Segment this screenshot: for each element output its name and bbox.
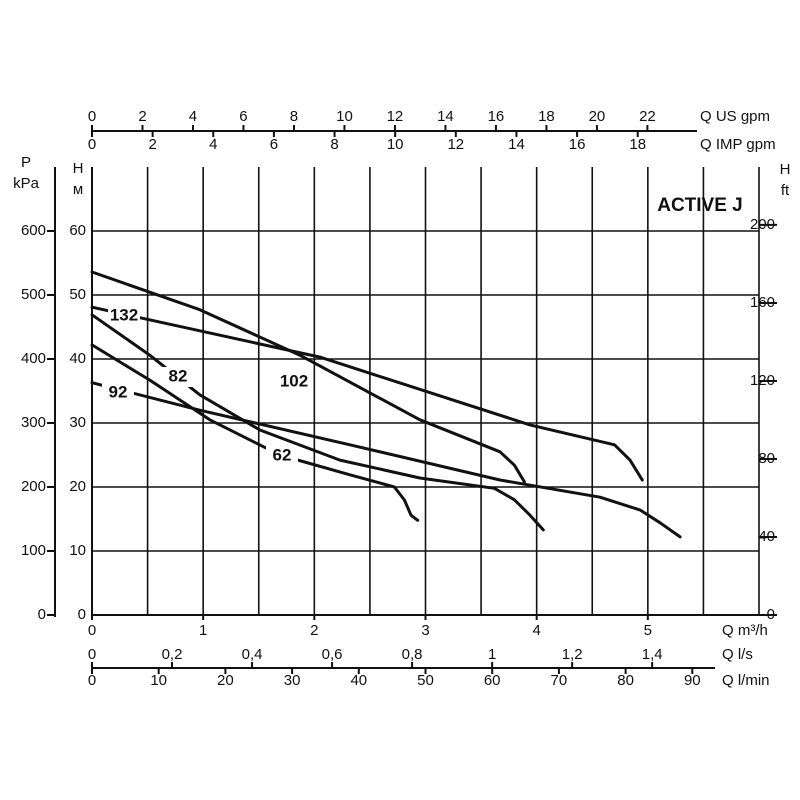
bottom-tick-label: 70 bbox=[551, 672, 568, 689]
top-tick-label: 4 bbox=[189, 108, 197, 125]
curve bbox=[90, 381, 682, 539]
curve-label-bg bbox=[108, 306, 140, 326]
top-tick-label: 12 bbox=[447, 136, 464, 153]
top-tick-label: 22 bbox=[639, 108, 656, 125]
x-axis-label: Q m³/h bbox=[722, 622, 768, 639]
bottom-tick-label: 50 bbox=[417, 672, 434, 689]
top-tick-label: 2 bbox=[138, 108, 146, 125]
y-tick-label: 10 bbox=[69, 542, 86, 559]
bottom-tick-label: 1,4 bbox=[642, 646, 663, 663]
feet-tick-label: 120 bbox=[750, 372, 775, 389]
bottom-tick-label: 0,4 bbox=[242, 646, 263, 663]
bottom-tick-label: 1 bbox=[488, 646, 496, 663]
x-tick-label: 3 bbox=[421, 622, 429, 639]
top-tick-label: 0 bbox=[88, 136, 96, 153]
bottom-tick-label: 30 bbox=[284, 672, 301, 689]
pressure-tick-label: 0 bbox=[38, 606, 46, 623]
y-tick-label: 50 bbox=[69, 286, 86, 303]
bottom-tick-label: 20 bbox=[217, 672, 234, 689]
top-tick-label: 14 bbox=[508, 136, 525, 153]
bottom-tick-label: 0 bbox=[88, 672, 96, 689]
top-tick-label: 20 bbox=[589, 108, 606, 125]
top-tick-label: 10 bbox=[387, 136, 404, 153]
pressure-axis-label: P bbox=[21, 154, 31, 171]
top-tick-label: 6 bbox=[270, 136, 278, 153]
x-tick-label: 2 bbox=[310, 622, 318, 639]
top-tick-label: 0 bbox=[88, 108, 96, 125]
bottom-tick-label: 90 bbox=[684, 672, 701, 689]
bottom-axis-label: Q l/min bbox=[722, 672, 770, 689]
x-tick-label: 4 bbox=[532, 622, 540, 639]
curve-label: 102 bbox=[280, 371, 308, 390]
feet-tick-label: 0 bbox=[767, 606, 775, 623]
feet-tick-label: 160 bbox=[750, 294, 775, 311]
bottom-axis-label: Q l/s bbox=[722, 646, 753, 663]
curve-label: 92 bbox=[109, 382, 128, 401]
curve-label-bg bbox=[278, 372, 310, 392]
x-tick-label: 5 bbox=[644, 622, 652, 639]
curve-label: 132 bbox=[110, 305, 138, 324]
top-tick-label: 16 bbox=[569, 136, 586, 153]
bottom-tick-label: 0,8 bbox=[402, 646, 423, 663]
x-tick-label: 1 bbox=[199, 622, 207, 639]
bottom-tick-label: 1,2 bbox=[562, 646, 583, 663]
top-tick-label: 10 bbox=[336, 108, 353, 125]
pressure-tick-label: 500 bbox=[21, 286, 46, 303]
top-tick-label: 12 bbox=[387, 108, 404, 125]
x-tick-label: 0 bbox=[88, 622, 96, 639]
pressure-tick-label: 200 bbox=[21, 478, 46, 495]
top-tick-label: 14 bbox=[437, 108, 454, 125]
pressure-tick-label: 400 bbox=[21, 350, 46, 367]
bottom-tick-label: 60 bbox=[484, 672, 501, 689]
y-tick-label: 0 bbox=[78, 606, 86, 623]
curve-label-bg bbox=[162, 367, 194, 387]
top-tick-label: 8 bbox=[330, 136, 338, 153]
bottom-tick-label: 0,2 bbox=[162, 646, 183, 663]
y-tick-label: 20 bbox=[69, 478, 86, 495]
pressure-tick-label: 300 bbox=[21, 414, 46, 431]
curve bbox=[90, 343, 420, 522]
top-tick-label: 16 bbox=[488, 108, 505, 125]
pressure-tick-label: 100 bbox=[21, 542, 46, 559]
bottom-tick-label: 0,6 bbox=[322, 646, 343, 663]
top-tick-label: 2 bbox=[148, 136, 156, 153]
chart-title: ACTIVE J bbox=[657, 195, 743, 216]
bottom-tick-label: 40 bbox=[350, 672, 367, 689]
top-tick-label: 4 bbox=[209, 136, 217, 153]
curve-label: 62 bbox=[273, 445, 292, 464]
y-axis-unit: м bbox=[73, 181, 83, 198]
feet-tick-label: 80 bbox=[758, 450, 775, 467]
bottom-tick-label: 10 bbox=[150, 672, 167, 689]
curve-label-bg bbox=[266, 446, 298, 466]
feet-tick-label: 200 bbox=[750, 216, 775, 233]
curve-label: 82 bbox=[169, 366, 188, 385]
bottom-tick-label: 80 bbox=[617, 672, 634, 689]
y-axis-label: H bbox=[73, 160, 84, 177]
curve bbox=[90, 270, 526, 484]
y-tick-label: 60 bbox=[69, 222, 86, 239]
pressure-axis-unit: kPa bbox=[13, 175, 40, 192]
feet-axis-unit: ft bbox=[781, 182, 790, 199]
top-tick-label: 8 bbox=[290, 108, 298, 125]
pressure-tick-label: 600 bbox=[21, 222, 46, 239]
curve bbox=[90, 305, 644, 482]
top-tick-label: 6 bbox=[239, 108, 247, 125]
feet-axis-label: H bbox=[780, 161, 791, 178]
top-tick-label: 18 bbox=[629, 136, 646, 153]
y-tick-label: 30 bbox=[69, 414, 86, 431]
bottom-tick-label: 0 bbox=[88, 646, 96, 663]
top-tick-label: 18 bbox=[538, 108, 555, 125]
top-axis-label: Q US gpm bbox=[700, 108, 770, 125]
curve-label-bg bbox=[102, 383, 134, 403]
feet-tick-label: 40 bbox=[758, 528, 775, 545]
y-tick-label: 40 bbox=[69, 350, 86, 367]
top-axis-label: Q IMP gpm bbox=[700, 136, 776, 153]
